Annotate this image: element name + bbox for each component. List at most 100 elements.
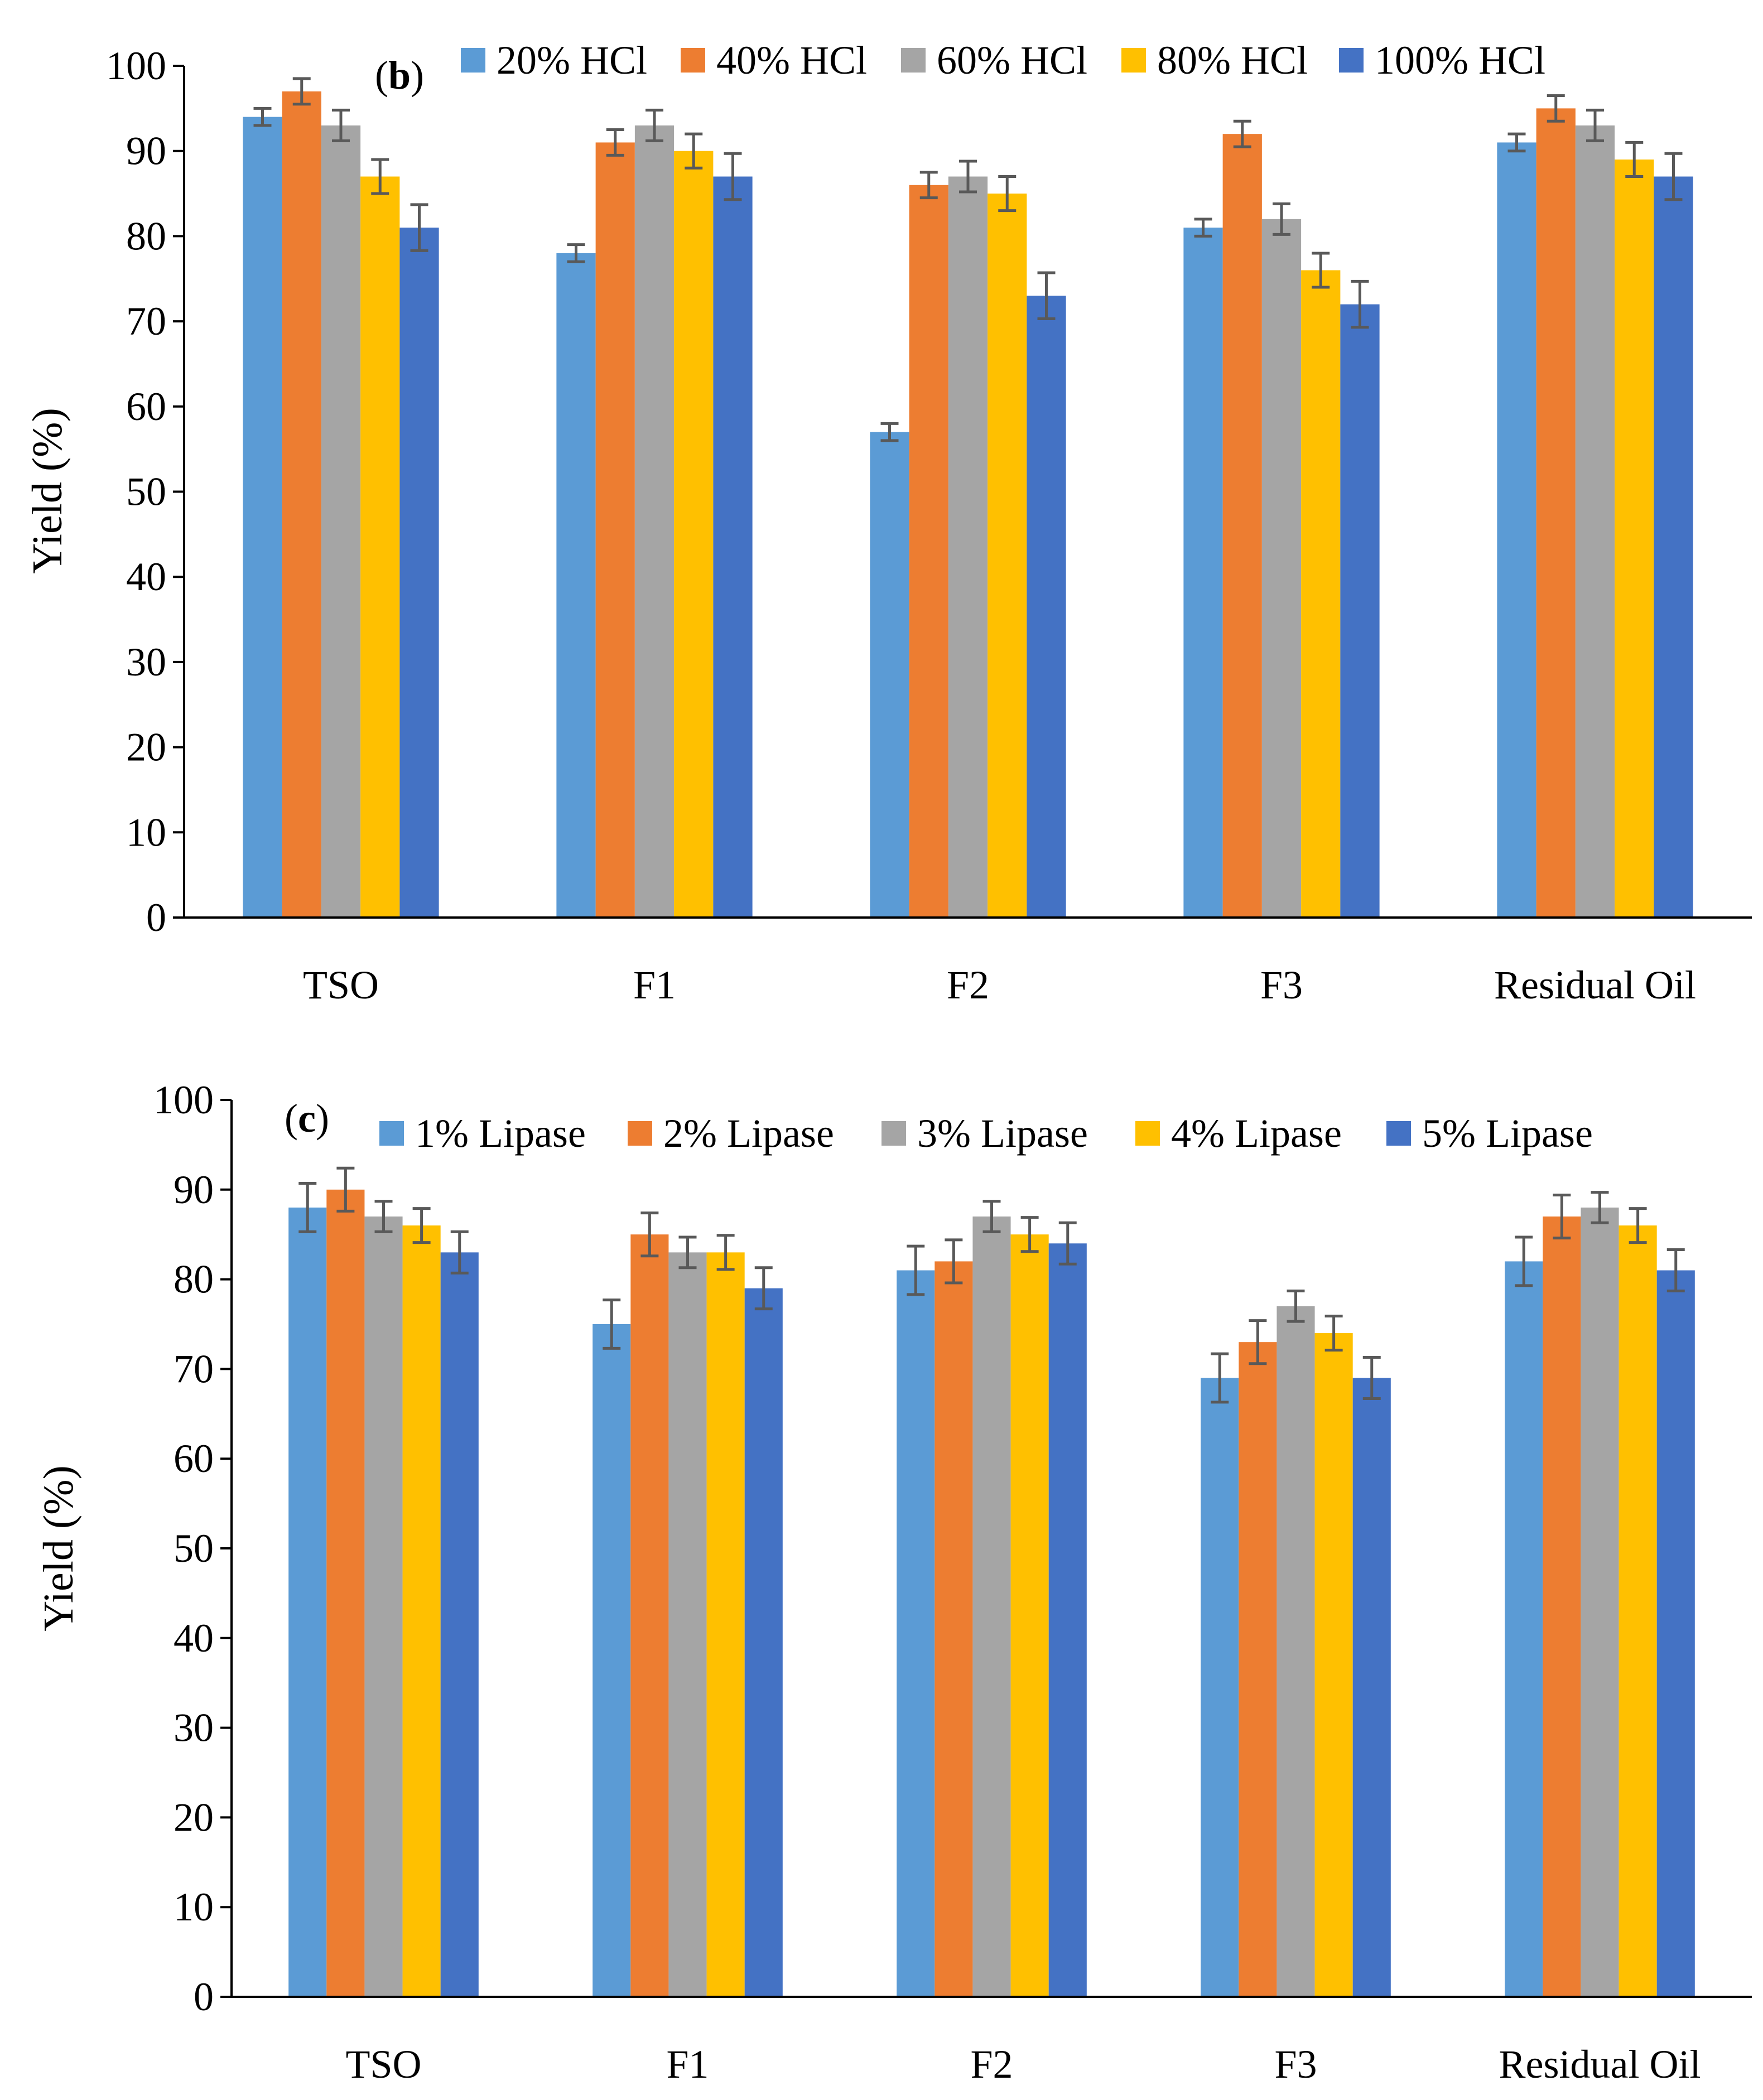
- legend-swatch: [1339, 48, 1364, 73]
- y-tick-label: 50: [174, 1526, 214, 1571]
- y-tick-label: 40: [174, 1616, 214, 1660]
- y-tick-label: 20: [174, 1795, 214, 1840]
- bar-c-2-4: [1048, 1243, 1087, 1997]
- legend-swatch: [379, 1121, 404, 1146]
- bar-b-4-2: [1575, 125, 1615, 918]
- y-tick-label: 100: [153, 1078, 214, 1122]
- x-tick-label: F2: [947, 963, 989, 1007]
- bar-c-3-2: [1277, 1306, 1315, 1997]
- bar-c-4-4: [1656, 1270, 1695, 1997]
- bar-c-1-3: [706, 1252, 745, 1997]
- legend-swatch: [628, 1121, 652, 1146]
- legend-entry: 100% HCl: [1375, 38, 1545, 83]
- bar-b-1-3: [674, 151, 714, 918]
- legend-entry: 2% Lipase: [663, 1111, 834, 1156]
- bar-c-2-3: [1010, 1234, 1049, 1997]
- y-tick-label: 80: [174, 1257, 214, 1302]
- y-tick-label: 30: [126, 640, 166, 684]
- bar-c-0-4: [440, 1252, 479, 1997]
- bar-c-1-2: [668, 1252, 707, 1997]
- bar-b-2-0: [870, 432, 909, 918]
- y-tick-label: 10: [174, 1885, 214, 1929]
- bar-b-4-3: [1615, 159, 1654, 918]
- legend-entry: 20% HCl: [497, 38, 647, 83]
- bar-b-1-1: [595, 142, 635, 918]
- chart-panel-c: 0 10 20 30 40 50 60 70 80 90 100 Yield (%) TSO F1 F2 F3…: [35, 1078, 1752, 2087]
- bar-c-3-1: [1239, 1342, 1277, 1997]
- bar-c-1-4: [744, 1288, 783, 1997]
- x-tick-label: F1: [633, 963, 676, 1007]
- panel-label: (b): [375, 53, 424, 98]
- bar-b-2-4: [1027, 296, 1066, 918]
- y-tick-label: 60: [126, 384, 166, 429]
- x-tick-label: F3: [1274, 2042, 1317, 2087]
- bar-c-4-2: [1581, 1207, 1619, 1997]
- legend-entry: 40% HCl: [716, 38, 867, 83]
- y-tick-label: 30: [174, 1706, 214, 1750]
- chart-panel-b: 0 10 20 30 40 50 60 70 80 90 100 Yield (%) TSO F1 F2 F3…: [24, 38, 1752, 1007]
- bar-b-3-4: [1340, 304, 1380, 918]
- y-tick-label: 90: [174, 1167, 214, 1212]
- bar-c-4-0: [1505, 1261, 1543, 1997]
- bar-c-0-0: [288, 1207, 327, 1997]
- legend-entry: 1% Lipase: [415, 1111, 586, 1156]
- legend-swatch: [1135, 1121, 1160, 1146]
- x-tick-label: F2: [970, 2042, 1013, 2087]
- y-tick-label: 0: [194, 1975, 214, 2019]
- x-tick-label: TSO: [303, 963, 379, 1007]
- bar-b-3-3: [1301, 270, 1341, 918]
- x-tick-label: F3: [1260, 963, 1303, 1007]
- y-tick-label: 50: [126, 470, 166, 514]
- legend-swatch: [882, 1121, 906, 1146]
- legend-swatch: [1121, 48, 1146, 73]
- y-tick-label: 60: [174, 1436, 214, 1481]
- y-tick-label: 20: [126, 725, 166, 770]
- x-tick-label: F1: [666, 2042, 709, 2087]
- legend-swatch: [681, 48, 705, 73]
- y-tick-label: 70: [174, 1346, 214, 1391]
- legend-swatch: [461, 48, 485, 73]
- y-axis-label: Yield (%): [35, 1465, 82, 1631]
- bar-b-4-0: [1497, 142, 1536, 918]
- x-tick-label: Residual Oil: [1494, 963, 1696, 1007]
- bar-c-3-0: [1201, 1378, 1239, 1997]
- bar-b-4-1: [1536, 108, 1576, 918]
- bar-b-0-2: [321, 125, 361, 918]
- legend-entry: 5% Lipase: [1422, 1111, 1593, 1156]
- bar-b-0-1: [282, 91, 321, 918]
- y-tick-label: 90: [126, 129, 166, 173]
- bar-b-1-4: [713, 176, 753, 918]
- bar-c-1-0: [593, 1324, 631, 1997]
- bar-c-2-2: [972, 1216, 1011, 1997]
- bar-b-2-2: [948, 176, 988, 918]
- y-tick-label: 40: [126, 554, 166, 599]
- legend-swatch: [901, 48, 926, 73]
- y-tick-label: 70: [126, 299, 166, 344]
- bar-b-1-0: [556, 253, 596, 918]
- legend-entry: 3% Lipase: [917, 1111, 1088, 1156]
- bar-c-2-0: [897, 1270, 935, 1997]
- bar-c-2-1: [935, 1261, 973, 1997]
- y-tick-label: 80: [126, 214, 166, 258]
- bar-b-2-3: [988, 194, 1027, 918]
- bar-b-0-0: [243, 117, 282, 918]
- bar-b-1-2: [634, 125, 675, 918]
- bar-b-2-1: [909, 185, 948, 918]
- bar-c-0-2: [364, 1216, 403, 1997]
- legend-entry: 80% HCl: [1157, 38, 1308, 83]
- bar-c-3-4: [1352, 1378, 1391, 1997]
- legend-entry: 60% HCl: [937, 38, 1087, 83]
- bar-c-4-3: [1619, 1225, 1657, 1997]
- x-tick-label: Residual Oil: [1499, 2042, 1701, 2087]
- bar-c-0-3: [402, 1225, 441, 1997]
- bar-c-3-3: [1314, 1333, 1353, 1997]
- x-tick-label: TSO: [345, 2042, 421, 2087]
- bar-b-3-2: [1261, 219, 1302, 918]
- bar-b-3-0: [1183, 228, 1223, 918]
- bar-c-1-1: [630, 1234, 669, 1997]
- bar-c-4-1: [1543, 1216, 1581, 1997]
- bar-b-3-1: [1222, 134, 1262, 918]
- bar-c-0-1: [326, 1189, 365, 1997]
- y-tick-label: 10: [126, 810, 166, 855]
- bar-b-0-3: [360, 176, 400, 918]
